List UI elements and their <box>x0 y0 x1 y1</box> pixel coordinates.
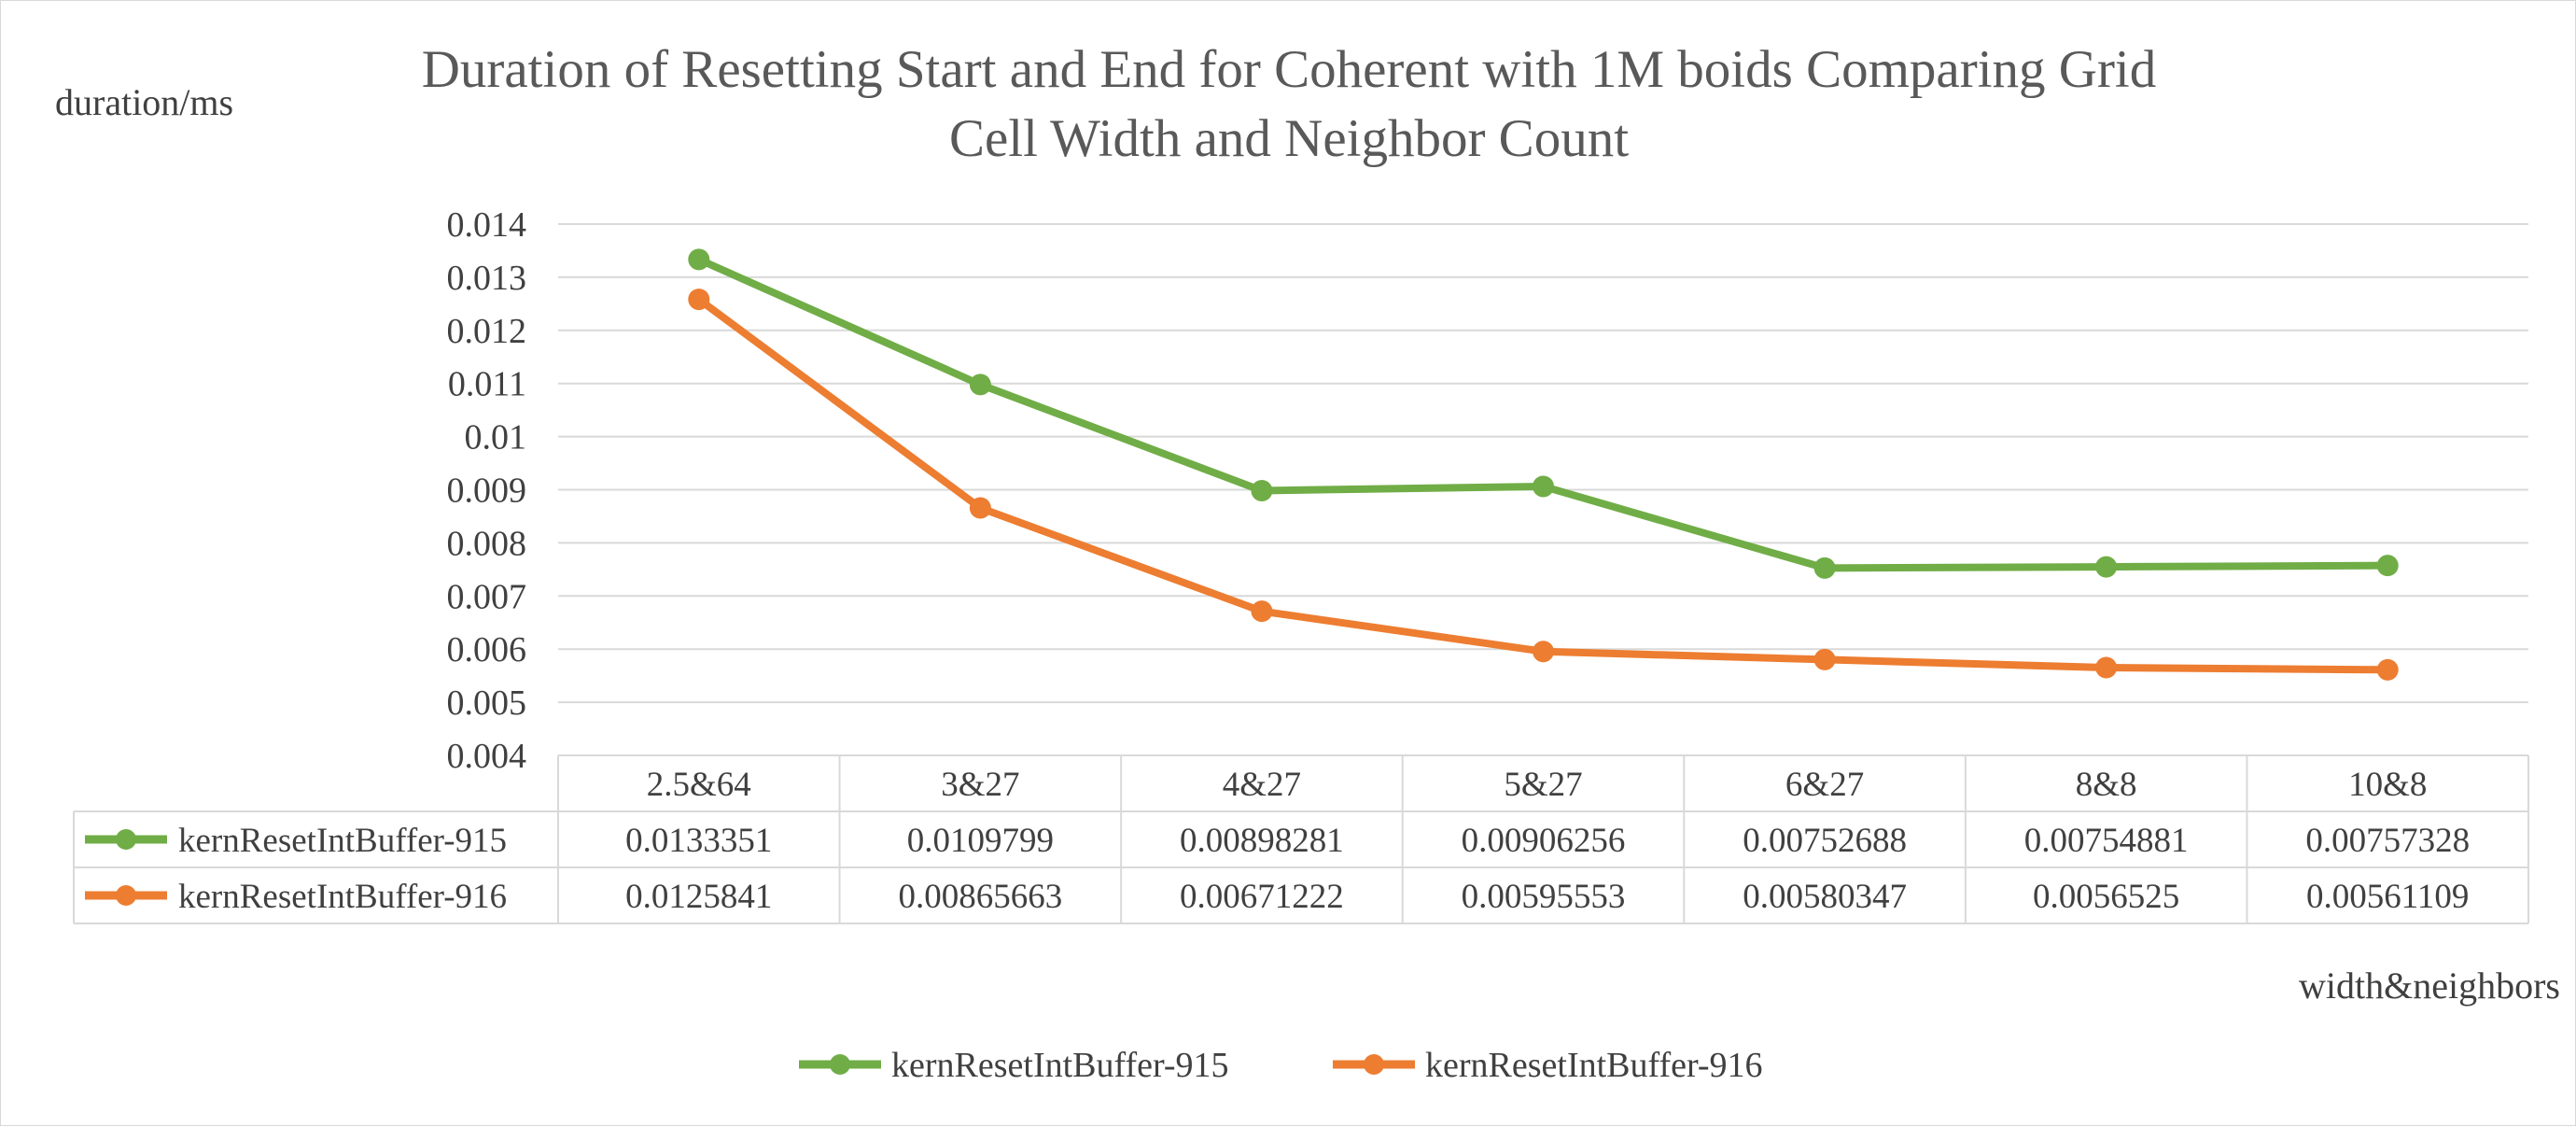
y-tick-label: 0.006 <box>447 630 527 669</box>
legend: kernResetIntBuffer-915 kernResetIntBuffer… <box>799 1046 1763 1085</box>
y-tick-label: 0.009 <box>447 472 527 511</box>
x-category-label: 5&27 <box>1504 766 1582 804</box>
series-1-point <box>1813 556 1836 579</box>
series-2-point <box>688 289 710 311</box>
gridlines <box>558 223 2528 704</box>
series-1-point <box>688 248 710 271</box>
table-value-cell: 0.00757328 <box>2305 822 2470 860</box>
legend-key-marker <box>830 1054 850 1075</box>
table-value-cell: 0.0109799 <box>907 822 1054 860</box>
x-category-label: 3&27 <box>941 766 1019 804</box>
legend-key-marker <box>1364 1054 1384 1075</box>
data-table: 2.5&64 3&27 4&27 5&27 6&27 8&8 10&8 kernResetIn… <box>73 754 2529 924</box>
x-category-label: 2.5&64 <box>647 766 751 804</box>
table-value-cell: 0.0125841 <box>625 878 772 916</box>
x-category-label: 8&8 <box>2076 766 2137 804</box>
y-tick-label: 0.007 <box>447 577 527 616</box>
x-category-label: 10&8 <box>2348 766 2427 804</box>
table-series-name: kernResetIntBuffer-915 <box>178 822 507 860</box>
x-category-label: 6&27 <box>1785 766 1864 804</box>
legend-entry-label: kernResetIntBuffer-916 <box>1425 1046 1763 1085</box>
y-tick-label: 0.014 <box>447 205 527 245</box>
chart-title-line-1: Duration of Resetting Start and End for … <box>422 40 2157 99</box>
y-tick-label: 0.013 <box>447 259 527 298</box>
series-2-point <box>2095 656 2118 679</box>
x-axis-title: width&neighbors <box>2299 965 2560 1007</box>
y-axis-ticks: 0.014 0.013 0.012 0.011 0.01 0.009 0.008 0.007 0… <box>447 205 527 776</box>
series-line-1 <box>694 255 2392 572</box>
series-2-point <box>1251 600 1273 623</box>
table-legend-key-marker <box>116 885 136 906</box>
table-value-cell: 0.00906256 <box>1462 822 1626 860</box>
y-tick-label: 0.01 <box>465 418 527 458</box>
series-2-point <box>1533 641 1554 663</box>
table-value-cell: 0.0133351 <box>625 822 772 860</box>
y-tick-label: 0.012 <box>447 312 527 351</box>
table-value-cell: 0.00580347 <box>1743 878 1907 916</box>
table-value-cell: 0.00595553 <box>1462 878 1626 916</box>
plot-series <box>688 248 2399 681</box>
table-value-cell: 0.00898281 <box>1180 822 1344 860</box>
series-2-point <box>2376 658 2399 681</box>
series-2-point <box>969 497 991 519</box>
table-value-cell: 0.00865663 <box>898 878 1062 916</box>
y-axis-title: duration/ms <box>55 81 233 123</box>
chart-title-line-2: Cell Width and Neighbor Count <box>949 109 1629 168</box>
y-tick-label: 0.011 <box>448 365 526 404</box>
legend-entry-label: kernResetIntBuffer-915 <box>891 1046 1229 1085</box>
table-value-cell: 0.00752688 <box>1743 822 1907 860</box>
series-1-point <box>2376 555 2399 577</box>
series-1-point <box>1533 475 1554 498</box>
table-value-cell: 0.00754881 <box>2024 822 2189 860</box>
table-legend-key-marker <box>116 829 136 850</box>
y-tick-label: 0.004 <box>447 737 527 776</box>
series-1-point <box>969 373 991 396</box>
table-value-cell: 0.00561109 <box>2306 878 2469 916</box>
series-2-point <box>1813 648 1836 670</box>
table-series-name: kernResetIntBuffer-916 <box>178 878 507 916</box>
table-value-cell: 0.0056525 <box>2033 878 2179 916</box>
y-tick-label: 0.008 <box>447 524 527 563</box>
series-1-point <box>1251 479 1273 501</box>
x-category-label: 4&27 <box>1223 766 1301 804</box>
y-tick-label: 0.005 <box>447 683 527 723</box>
series-1-point <box>2095 556 2118 578</box>
table-value-cell: 0.00671222 <box>1180 878 1344 916</box>
